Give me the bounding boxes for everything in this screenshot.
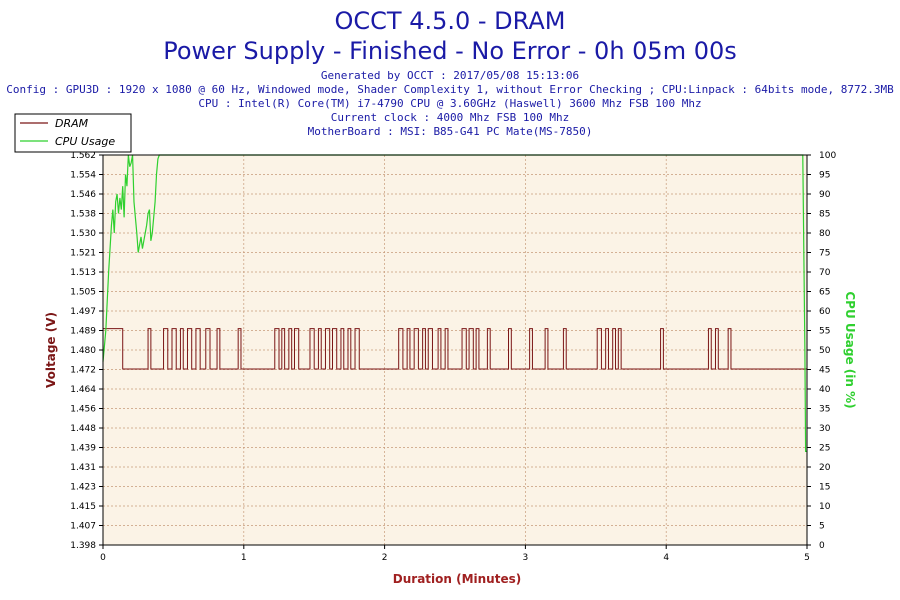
right-tick-label: 10	[819, 502, 831, 512]
legend-label-cpu-usage: CPU Usage	[55, 135, 115, 148]
left-tick-label: 1.407	[70, 522, 96, 532]
left-tick-label: 1.456	[70, 405, 96, 415]
left-tick-label: 1.505	[70, 288, 96, 298]
right-tick-label: 85	[819, 210, 830, 220]
right-tick-label: 0	[819, 541, 825, 551]
x-tick-label: 1	[241, 553, 247, 563]
left-tick-label: 1.489	[70, 327, 96, 337]
chart-title: OCCT 4.5.0 - DRAM	[334, 7, 566, 35]
x-axis-label: Duration (Minutes)	[393, 572, 521, 586]
right-tick-label: 55	[819, 327, 830, 337]
left-tick-label: 1.538	[70, 210, 96, 220]
left-tick-label: 1.415	[70, 502, 96, 512]
left-axis-ticks: 1.398 1.407 1.415 1.423 1.431 1.439 1.448 1.456…	[70, 151, 103, 551]
right-tick-label: 75	[819, 249, 830, 259]
right-tick-label: 30	[819, 424, 831, 434]
clock-info: Current clock : 4000 Mhz FSB 100 Mhz	[330, 111, 570, 124]
y-axis-label: Voltage (V)	[44, 312, 58, 388]
right-tick-label: 100	[819, 151, 836, 161]
left-tick-label: 1.472	[70, 366, 96, 376]
x-axis-ticks: 0 1 2 3 4 5	[100, 545, 810, 563]
x-tick-label: 0	[100, 553, 106, 563]
right-tick-label: 25	[819, 444, 830, 454]
right-tick-label: 90	[819, 190, 831, 200]
cpu-info: CPU : Intel(R) Core(TM) i7-4790 CPU @ 3.…	[198, 97, 702, 110]
left-tick-label: 1.546	[70, 190, 96, 200]
left-tick-label: 1.439	[70, 444, 96, 454]
config-info: Config : GPU3D : 1920 x 1080 @ 60 Hz, Wi…	[6, 83, 894, 96]
right-tick-label: 20	[819, 463, 831, 473]
x-tick-label: 4	[663, 553, 669, 563]
legend-box	[14, 113, 132, 153]
left-tick-label: 1.554	[70, 171, 96, 181]
right-tick-label: 70	[819, 268, 831, 278]
right-tick-label: 60	[819, 307, 831, 317]
right-tick-label: 95	[819, 171, 830, 181]
left-tick-label: 1.513	[70, 268, 96, 278]
motherboard-info: MotherBoard : MSI: B85-G41 PC Mate(MS-78…	[307, 125, 593, 138]
left-tick-label: 1.448	[70, 424, 96, 434]
generated-info: Generated by OCCT : 2017/05/08 15:13:06	[320, 69, 580, 82]
chart-subtitle: Power Supply - Finished - No Error - 0h …	[163, 37, 737, 65]
right-tick-label: 5	[819, 522, 825, 532]
x-tick-label: 2	[382, 553, 388, 563]
left-tick-label: 1.464	[70, 385, 96, 395]
left-tick-label: 1.497	[70, 307, 96, 317]
x-tick-label: 3	[523, 553, 529, 563]
right-tick-label: 45	[819, 366, 830, 376]
legend: DRAM CPU Usage	[14, 113, 132, 153]
right-tick-label: 80	[819, 229, 831, 239]
right-tick-label: 15	[819, 483, 830, 493]
left-tick-label: 1.562	[70, 151, 96, 161]
right-tick-label: 35	[819, 405, 830, 415]
left-tick-label: 1.480	[70, 346, 96, 356]
left-tick-label: 1.530	[70, 229, 96, 239]
legend-label-dram: DRAM	[55, 117, 89, 130]
x-tick-label: 5	[804, 553, 810, 563]
right-tick-label: 65	[819, 288, 830, 298]
series-line-dram	[103, 328, 807, 370]
chart-header: OCCT 4.5.0 - DRAM Power Supply - Finishe…	[0, 0, 900, 139]
right-tick-label: 40	[819, 385, 831, 395]
right-tick-label: 50	[819, 346, 831, 356]
right-axis-ticks: 0 5 10 15 20 25 30 35 40 45 50 55 60 65 70 75 80 85 90 95 10…	[807, 151, 836, 551]
y2-axis-label: CPU Usage (in %)	[843, 291, 857, 408]
left-tick-label: 1.398	[70, 541, 96, 551]
left-tick-label: 1.423	[70, 483, 96, 493]
left-tick-label: 1.521	[70, 249, 96, 259]
left-tick-label: 1.431	[70, 463, 96, 473]
plot-frame	[102, 154, 808, 546]
